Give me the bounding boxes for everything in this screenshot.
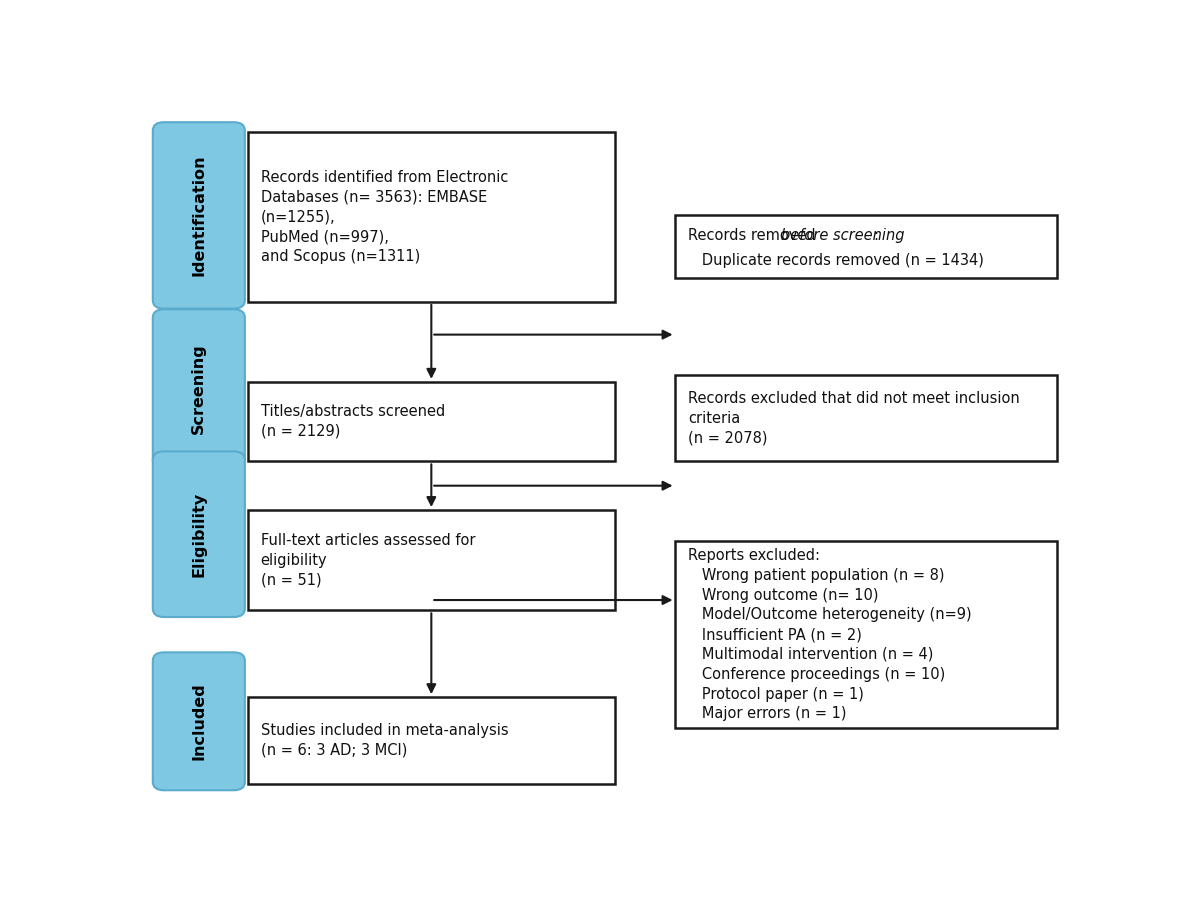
Text: Identification: Identification [191,155,206,276]
Text: Records excluded that did not meet inclusion
criteria
(n = 2078): Records excluded that did not meet inclu… [689,391,1020,446]
FancyBboxPatch shape [247,510,616,610]
Text: Full-text articles assessed for
eligibility
(n = 51): Full-text articles assessed for eligibil… [260,533,475,588]
Text: :: : [872,228,878,243]
Text: Records removed: Records removed [689,228,821,243]
FancyBboxPatch shape [152,652,245,790]
Text: Records identified from Electronic
Databases (n= 3563): EMBASE
(n=1255),
PubMed : Records identified from Electronic Datab… [260,170,508,265]
FancyBboxPatch shape [152,310,245,468]
FancyBboxPatch shape [247,697,616,784]
FancyBboxPatch shape [247,382,616,462]
Text: Studies included in meta-analysis
(n = 6: 3 AD; 3 MCI): Studies included in meta-analysis (n = 6… [260,723,509,758]
FancyBboxPatch shape [152,452,245,617]
Text: Screening: Screening [191,343,206,434]
Text: Included: Included [191,682,206,760]
Text: before screening: before screening [781,228,905,243]
FancyBboxPatch shape [676,215,1057,278]
FancyBboxPatch shape [152,122,245,309]
Text: Duplicate records removed (n = 1434): Duplicate records removed (n = 1434) [689,253,984,268]
Text: Eligibility: Eligibility [191,491,206,577]
FancyBboxPatch shape [676,541,1057,728]
Text: Titles/abstracts screened
(n = 2129): Titles/abstracts screened (n = 2129) [260,404,445,439]
FancyBboxPatch shape [247,132,616,302]
Text: Reports excluded:
   Wrong patient population (n = 8)
   Wrong outcome (n= 10)
 : Reports excluded: Wrong patient populati… [689,548,972,722]
FancyBboxPatch shape [676,374,1057,462]
